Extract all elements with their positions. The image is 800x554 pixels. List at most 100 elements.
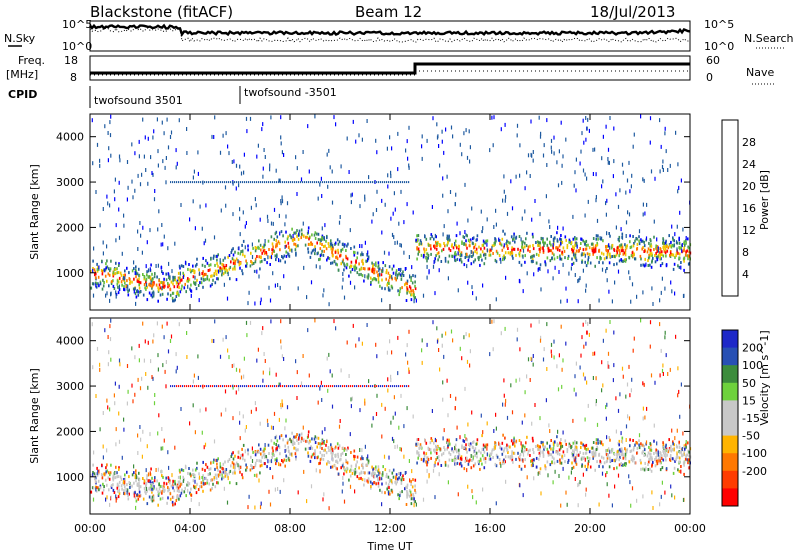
velocity-cell <box>179 475 181 480</box>
velocity-cell <box>605 328 607 333</box>
power-cell <box>399 290 401 294</box>
power-cell <box>110 114 112 119</box>
velocity-cell <box>582 456 585 460</box>
velocity-cell <box>594 351 596 356</box>
velocity-cell <box>547 451 550 455</box>
velocity-cell <box>205 407 207 412</box>
velocity-cell <box>350 451 352 454</box>
velocity-cell <box>341 489 343 494</box>
power-cell <box>326 236 328 240</box>
power-cell <box>235 257 238 261</box>
power-cell <box>397 289 399 293</box>
power-cell <box>376 270 378 274</box>
velocity-cell <box>262 370 264 375</box>
power-cell <box>417 247 420 251</box>
velocity-cell <box>515 378 517 383</box>
velocity-cell <box>361 455 363 460</box>
power-cell <box>439 163 441 168</box>
velocity-cell <box>489 352 491 357</box>
velocity-cell <box>342 462 344 466</box>
velocity-cell <box>294 385 296 388</box>
power-cell <box>561 240 564 244</box>
power-cell <box>322 245 325 248</box>
power-cell <box>242 239 245 243</box>
velocity-cell <box>597 441 599 445</box>
velocity-cell <box>272 425 274 430</box>
velocity-cell <box>261 463 263 467</box>
power-cell <box>107 272 110 276</box>
velocity-cell <box>115 498 117 503</box>
power-cell <box>584 253 586 258</box>
velocity-cell <box>358 337 360 342</box>
velocity-cell <box>287 455 289 460</box>
velocity-cell <box>108 350 110 355</box>
velocity-cell <box>648 457 650 461</box>
power-cell <box>634 239 636 243</box>
power-cell <box>585 116 587 120</box>
power-cell <box>505 194 507 199</box>
velocity-cell <box>562 430 564 435</box>
velocity-cell <box>391 490 394 494</box>
power-cell <box>148 291 151 295</box>
velocity-cell <box>404 487 406 491</box>
velocity-cell <box>638 446 641 450</box>
velocity-cell <box>258 443 260 447</box>
power-cell <box>549 259 552 263</box>
velocity-cell <box>306 439 309 443</box>
velocity-cell <box>150 484 152 489</box>
velocity-cell <box>601 360 603 365</box>
power-cell <box>275 258 277 262</box>
velocity-cell <box>225 468 228 471</box>
velocity-cell <box>520 467 523 471</box>
power-cell <box>640 114 642 119</box>
velocity-cell <box>345 453 347 456</box>
power-cell <box>116 279 119 283</box>
velocity-cell <box>381 473 384 477</box>
velocity-cell <box>295 359 297 364</box>
power-cell <box>391 275 393 280</box>
power-cell <box>295 253 297 257</box>
power-cell <box>437 240 439 244</box>
power-cell <box>228 267 231 271</box>
velocity-cell <box>276 457 278 461</box>
velocity-cell <box>231 452 233 456</box>
power-cell <box>151 272 153 276</box>
power-cell <box>159 286 162 290</box>
velocity-cell <box>247 448 249 452</box>
velocity-cell <box>210 385 212 388</box>
power-cell <box>546 163 548 167</box>
power-cell <box>652 256 654 260</box>
velocity-cell <box>341 464 344 468</box>
power-cell <box>482 243 485 247</box>
power-cell <box>230 260 232 264</box>
velocity-cell <box>204 482 207 486</box>
velocity-cell <box>205 476 207 480</box>
velocity-cell <box>447 464 450 468</box>
velocity-cell <box>132 491 135 495</box>
velocity-cell <box>454 406 456 411</box>
velocity-cell <box>406 486 408 489</box>
power-cell <box>649 248 651 252</box>
velocity-cell <box>190 385 192 388</box>
velocity-cell <box>298 433 301 437</box>
power-cell <box>526 170 528 175</box>
power-cell <box>92 259 94 263</box>
power-cell <box>289 233 291 237</box>
power-cell <box>265 251 267 254</box>
velocity-cell <box>505 479 507 484</box>
velocity-cell <box>504 326 506 331</box>
power-cell <box>169 275 171 279</box>
power-cell <box>447 260 450 264</box>
velocity-cell <box>333 319 335 324</box>
velocity-cell <box>642 406 644 411</box>
power-cell <box>180 278 182 282</box>
velocity-cell <box>432 320 434 325</box>
velocity-cell <box>194 468 197 472</box>
velocity-cell <box>150 467 152 471</box>
power-cell <box>605 245 607 249</box>
velocity-cell <box>279 489 281 494</box>
power-cell <box>671 243 673 247</box>
power-cell <box>386 181 388 184</box>
power-cell <box>416 257 418 261</box>
power-cell <box>599 236 601 241</box>
